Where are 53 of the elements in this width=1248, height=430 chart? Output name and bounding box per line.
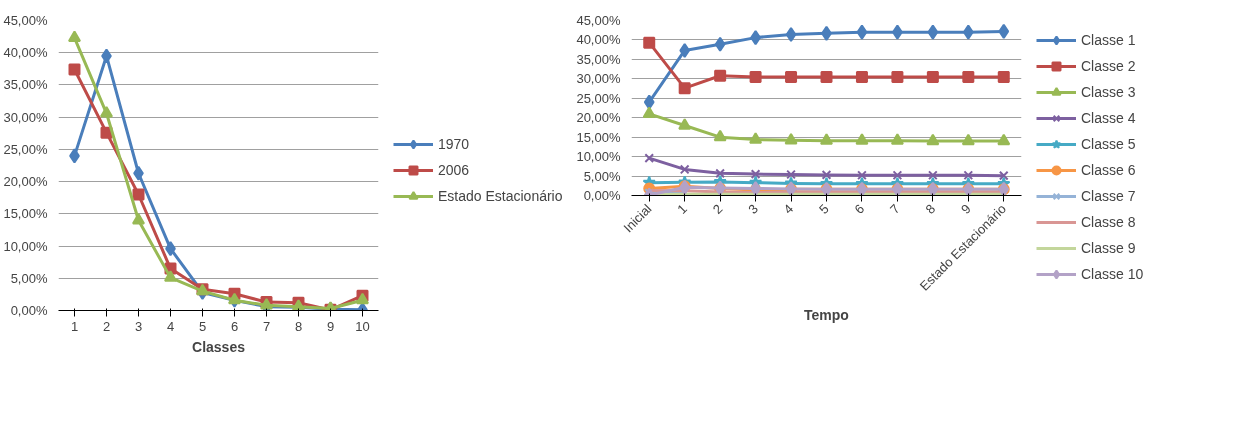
legend-label: Classe 3 bbox=[1081, 84, 1136, 100]
y-tick-label: 5,00% bbox=[583, 168, 621, 184]
legend-label: Classe 9 bbox=[1081, 240, 1136, 256]
y-tick-label: 10,00% bbox=[3, 238, 48, 254]
legend-label: Classe 7 bbox=[1081, 188, 1136, 204]
y-tick-label: 0,00% bbox=[10, 303, 48, 318]
x-tick-label: 1 bbox=[674, 201, 690, 217]
y-tick-label: 20,00% bbox=[3, 174, 48, 190]
x-tick-label: 1 bbox=[70, 318, 79, 334]
legend-label: Classe 10 bbox=[1081, 266, 1144, 282]
x-tick-label: 5 bbox=[198, 318, 207, 334]
y-tick-label: 45,00% bbox=[3, 13, 48, 28]
legend-label: Estado Estacionário bbox=[438, 188, 563, 204]
y-tick-label: 45,00% bbox=[576, 13, 621, 28]
y-tick-label: 40,00% bbox=[576, 32, 621, 48]
x-tick-label: 6 bbox=[851, 201, 868, 217]
legend-label: 1970 bbox=[438, 136, 470, 152]
x-tick-label: 7 bbox=[262, 318, 271, 334]
legend-label: Classe 1 bbox=[1081, 32, 1136, 48]
x-tick-label: 2 bbox=[709, 201, 726, 217]
x-tick-label: 3 bbox=[134, 318, 143, 334]
legend-label: Classe 4 bbox=[1081, 110, 1136, 126]
y-tick-label: 35,00% bbox=[3, 77, 48, 93]
x-axis-title: Classes bbox=[192, 338, 246, 355]
x-tick-label: 3 bbox=[745, 201, 761, 217]
legend-label: 2006 bbox=[438, 162, 470, 178]
x-tick-label: 4 bbox=[166, 318, 175, 334]
x-tick-label: 2 bbox=[102, 318, 111, 334]
x-tick-label: 5 bbox=[816, 201, 832, 217]
x-tick-label: 8 bbox=[922, 201, 939, 217]
legend-label: Classe 6 bbox=[1081, 162, 1136, 178]
x-tick-label: 9 bbox=[326, 318, 335, 334]
legend-label: Classe 2 bbox=[1081, 58, 1136, 74]
x-tick-label: 6 bbox=[230, 318, 239, 334]
x-tick-label: 10 bbox=[355, 318, 370, 334]
x-tick-label: 7 bbox=[886, 201, 903, 217]
legend-label: Classe 8 bbox=[1081, 214, 1136, 230]
y-tick-label: 25,00% bbox=[3, 141, 48, 157]
y-tick-label: 10,00% bbox=[576, 149, 621, 165]
y-tick-label: 15,00% bbox=[576, 129, 621, 145]
y-tick-label: 30,00% bbox=[3, 109, 48, 125]
y-tick-label: 35,00% bbox=[576, 51, 621, 67]
y-tick-label: 5,00% bbox=[10, 270, 48, 286]
y-tick-label: 40,00% bbox=[3, 45, 48, 61]
legend-label: Classe 5 bbox=[1081, 136, 1136, 152]
y-tick-label: 15,00% bbox=[3, 206, 48, 222]
y-tick-label: 30,00% bbox=[576, 71, 621, 87]
y-tick-label: 0,00% bbox=[583, 188, 621, 203]
x-axis-title: Tempo bbox=[804, 306, 849, 323]
y-tick-label: 20,00% bbox=[576, 110, 621, 126]
x-tick-label: 8 bbox=[294, 318, 303, 334]
y-tick-label: 25,00% bbox=[576, 90, 621, 106]
x-tick-label: 4 bbox=[780, 201, 797, 217]
